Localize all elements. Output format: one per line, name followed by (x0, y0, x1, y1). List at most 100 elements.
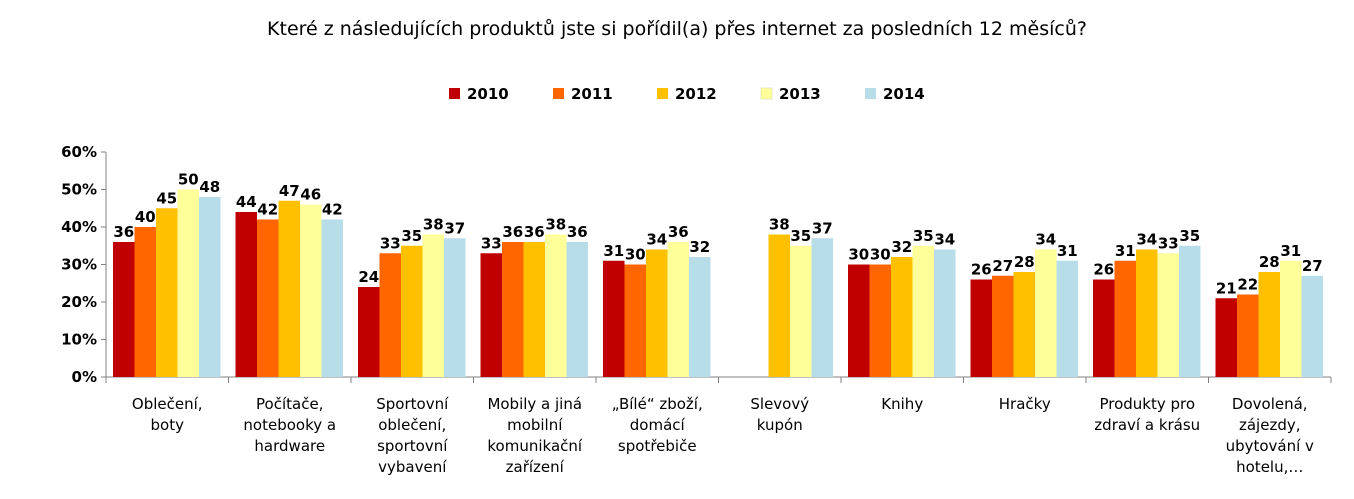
legend-swatch-2010 (449, 88, 460, 99)
x-category-label: zájezdy, (1239, 416, 1301, 434)
data-label-2013: 35 (913, 227, 934, 245)
bar-2012 (1013, 272, 1035, 377)
legend-label-2014: 2014 (883, 85, 925, 103)
x-category-label: Sportovní (376, 395, 449, 413)
x-category-label: „Bílé“ zboží, (612, 395, 703, 413)
data-label-2013: 33 (1158, 234, 1179, 252)
x-category-label: Hračky (999, 395, 1051, 413)
data-label-2013: 35 (790, 227, 811, 245)
bar-2013 (1157, 253, 1179, 377)
data-label-2010: 33 (481, 234, 502, 252)
data-label-2010: 30 (848, 246, 869, 264)
bar-2012 (1258, 272, 1280, 377)
bar-2013 (667, 242, 689, 377)
x-category-label: Slevový (750, 395, 809, 413)
bar-2013 (422, 234, 444, 377)
data-label-2011: 30 (870, 246, 891, 264)
x-category-label: Mobily a jiná (487, 395, 582, 413)
data-label-2012: 38 (769, 216, 790, 234)
bar-2010 (603, 260, 625, 377)
bar-2014 (1056, 260, 1078, 377)
bar-2011 (134, 227, 156, 377)
y-tick-label: 40% (61, 218, 97, 236)
data-label-2011: 31 (1115, 242, 1136, 260)
bar-2010 (1093, 279, 1115, 377)
data-label-2014: 42 (322, 201, 343, 219)
x-category-label: kupón (757, 416, 803, 434)
data-label-2010: 24 (358, 268, 379, 286)
data-label-2014: 37 (444, 219, 465, 237)
y-tick-label: 0% (72, 368, 97, 386)
data-label-2014: 48 (199, 178, 220, 196)
x-category-label: domácí (630, 416, 686, 434)
data-label-2013: 34 (1035, 231, 1056, 249)
data-label-2014: 27 (1302, 257, 1323, 275)
y-tick-label: 20% (61, 293, 97, 311)
bar-2012 (891, 257, 913, 377)
legend-label-2010: 2010 (467, 85, 509, 103)
bar-2012 (1136, 249, 1158, 377)
bar-2012 (646, 249, 668, 377)
data-label-2011: 22 (1237, 276, 1258, 294)
bar-2012 (156, 208, 178, 377)
x-category-label: sportovní (377, 437, 448, 455)
bar-2010 (235, 212, 257, 377)
data-label-2013: 50 (178, 171, 199, 189)
x-category-label: oblečení, (378, 416, 446, 434)
bar-2011 (624, 264, 646, 377)
bar-2014 (1301, 275, 1323, 377)
data-label-2013: 31 (1280, 242, 1301, 260)
x-category-label: zařízení (506, 458, 565, 476)
x-category-label: ubytování v (1226, 437, 1314, 455)
data-label-2010: 31 (603, 242, 624, 260)
data-label-2014: 37 (812, 219, 833, 237)
x-category-label: komunikační (487, 437, 582, 455)
bar-2011 (379, 253, 401, 377)
data-label-2012: 28 (1259, 253, 1280, 271)
legend-swatch-2013 (760, 87, 773, 100)
bar-2011 (1114, 260, 1136, 377)
x-category-label: Počítače, (256, 395, 323, 413)
bar-2010 (1215, 298, 1237, 377)
data-label-2011: 40 (135, 208, 156, 226)
bar-2010 (970, 279, 992, 377)
bar-2014 (1179, 245, 1201, 377)
data-label-2014: 31 (1057, 242, 1078, 260)
bar-2012 (401, 245, 423, 377)
data-label-2010: 26 (1093, 261, 1114, 279)
data-label-2010: 44 (236, 193, 257, 211)
bar-2013 (300, 204, 322, 377)
y-tick-label: 50% (61, 181, 97, 199)
bar-2013 (177, 189, 199, 377)
bar-2014 (811, 238, 833, 377)
data-label-2012: 36 (524, 223, 545, 241)
bar-2011 (502, 242, 524, 377)
x-category-label: spotřebiče (618, 437, 697, 455)
x-category-label: Knihy (881, 395, 923, 413)
data-label-2014: 35 (1179, 227, 1200, 245)
data-label-2012: 45 (156, 189, 177, 207)
legend-swatch-2014 (865, 88, 876, 99)
bar-2011 (992, 275, 1014, 377)
data-label-2011: 30 (625, 246, 646, 264)
x-category-label: Dovolená, (1232, 395, 1308, 413)
y-tick-label: 10% (61, 331, 97, 349)
y-tick-label: 30% (61, 256, 97, 274)
bar-2014 (934, 249, 956, 377)
bar-2013 (1035, 249, 1057, 377)
legend-swatch-2012 (657, 88, 668, 99)
data-label-2013: 38 (423, 216, 444, 234)
bar-2014 (689, 257, 711, 377)
x-category-label: vybavení (378, 458, 447, 476)
x-category-label: boty (151, 416, 185, 434)
bar-2014 (321, 219, 343, 377)
legend-swatch-2011 (553, 88, 564, 99)
data-label-2014: 36 (567, 223, 588, 241)
bar-2011 (1237, 294, 1259, 377)
bar-2012 (523, 242, 545, 377)
bar-2013 (1280, 260, 1302, 377)
bar-2013 (790, 245, 812, 377)
bar-2011 (869, 264, 891, 377)
bar-2014 (566, 242, 588, 377)
